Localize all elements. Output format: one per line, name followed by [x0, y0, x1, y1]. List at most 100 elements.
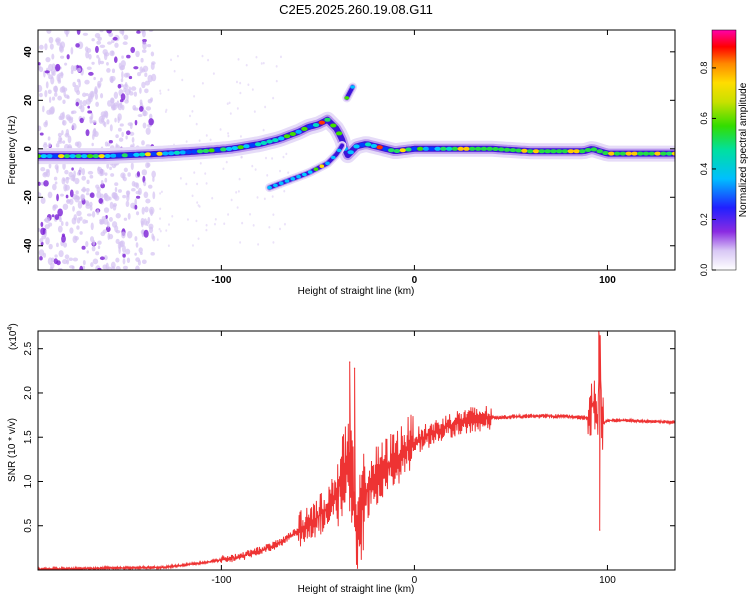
ridge-band	[344, 85, 355, 100]
noise-speckle	[135, 211, 140, 216]
noise-speckle	[275, 79, 278, 83]
noise-speckle	[54, 181, 58, 185]
noise-speckle	[45, 237, 50, 245]
noise-speckle	[148, 118, 154, 126]
ridge-core-segment	[335, 131, 343, 136]
noise-speckle	[57, 225, 63, 233]
y-tick-label: 40	[23, 46, 34, 58]
noise-speckle	[40, 241, 44, 246]
y-tick-label: 0.5	[23, 518, 34, 532]
noise-speckle	[45, 57, 51, 63]
noise-speckle	[82, 260, 86, 266]
noise-speckle	[264, 105, 267, 109]
noise-speckle	[227, 134, 230, 138]
noise-speckle	[108, 233, 114, 240]
ridge-core-segment	[590, 147, 598, 152]
noise-speckle	[147, 98, 153, 104]
noise-speckle	[128, 75, 133, 80]
noise-speckle	[114, 117, 117, 123]
noise-speckle	[108, 140, 113, 144]
ridge-core-segment	[561, 149, 569, 154]
ridge-core-segment	[619, 151, 627, 156]
noise-speckle	[88, 53, 92, 60]
ridge-core-segment	[434, 146, 441, 151]
noise-speckle	[201, 54, 204, 58]
ridge-core-segment	[179, 150, 186, 155]
ridge-core-segment	[267, 185, 272, 190]
noise-speckle	[97, 267, 102, 270]
noise-speckle	[113, 56, 118, 64]
noise-speckle	[122, 176, 127, 182]
x-tick-label: 100	[599, 575, 616, 586]
noise-speckle	[96, 186, 101, 193]
noise-speckle	[158, 227, 161, 231]
noise-speckle	[145, 198, 151, 204]
ridge-core-segment	[353, 144, 360, 149]
noise-speckle	[86, 213, 92, 217]
noise-speckle	[95, 251, 100, 256]
noise-speckle	[114, 42, 119, 48]
ridge-core-segment	[654, 151, 661, 156]
noise-speckle	[70, 70, 74, 75]
noise-speckle	[57, 95, 62, 101]
noise-speckle	[266, 174, 269, 177]
noise-speckle	[113, 91, 119, 99]
snr-exponent-base: (x10	[8, 330, 19, 350]
ridge-core-segment	[550, 149, 557, 154]
noise-speckle	[52, 70, 56, 76]
noise-speckle	[227, 213, 230, 216]
spectrogram-ylabel: Frequency (Hz)	[7, 116, 18, 185]
noise-speckle	[275, 64, 278, 68]
noise-speckle	[103, 255, 108, 261]
noise-speckle	[97, 83, 101, 89]
noise-speckle	[249, 213, 252, 216]
noise-speckle	[125, 190, 131, 196]
noise-speckle	[48, 162, 52, 169]
noise-speckle	[122, 258, 126, 265]
noise-speckle	[79, 265, 84, 270]
noise-speckle	[152, 176, 155, 182]
noise-speckle	[58, 115, 63, 121]
noise-speckle	[81, 245, 86, 250]
spectrogram-plot-area	[38, 30, 675, 270]
noise-speckle	[121, 104, 125, 111]
noise-speckle	[48, 243, 53, 250]
noise-speckle	[79, 216, 83, 221]
noise-speckle	[44, 70, 50, 74]
noise-speckle	[123, 167, 128, 173]
noise-speckle	[135, 182, 140, 189]
noise-speckle	[81, 175, 86, 181]
page-title: C2E5.2025.260.19.08.G11	[279, 2, 433, 17]
ridge-core-segment	[480, 146, 488, 151]
noise-speckle	[271, 195, 274, 198]
noise-speckle	[64, 30, 70, 35]
noise-speckle	[144, 80, 150, 86]
noise-speckle	[85, 187, 90, 193]
noise-speckle	[235, 191, 238, 194]
noise-speckle	[65, 221, 69, 227]
noise-speckle	[90, 262, 94, 268]
noise-speckle	[138, 106, 144, 112]
noise-speckle	[77, 201, 83, 209]
noise-speckle	[126, 93, 129, 102]
noise-speckle	[81, 92, 87, 98]
ridge-core-segment	[63, 154, 71, 159]
noise-speckle	[285, 152, 288, 156]
noise-speckle	[38, 62, 41, 66]
noise-speckle	[56, 165, 59, 174]
noise-speckle	[103, 192, 109, 201]
noise-speckle	[85, 204, 91, 209]
noise-speckle	[195, 122, 198, 126]
ridge-core-segment	[86, 154, 94, 159]
colorbar-tick-label: 0.0	[699, 264, 709, 277]
ridge-core-segment	[202, 148, 210, 153]
noise-speckle	[159, 207, 162, 211]
noise-speckle	[214, 217, 217, 221]
noise-speckle	[142, 41, 147, 50]
ridge-core-segment	[325, 161, 330, 166]
noise-speckle	[282, 155, 285, 159]
spectrogram-noise	[38, 30, 290, 270]
noise-speckle	[134, 252, 137, 256]
noise-speckle	[247, 83, 250, 86]
noise-speckle	[99, 256, 105, 261]
